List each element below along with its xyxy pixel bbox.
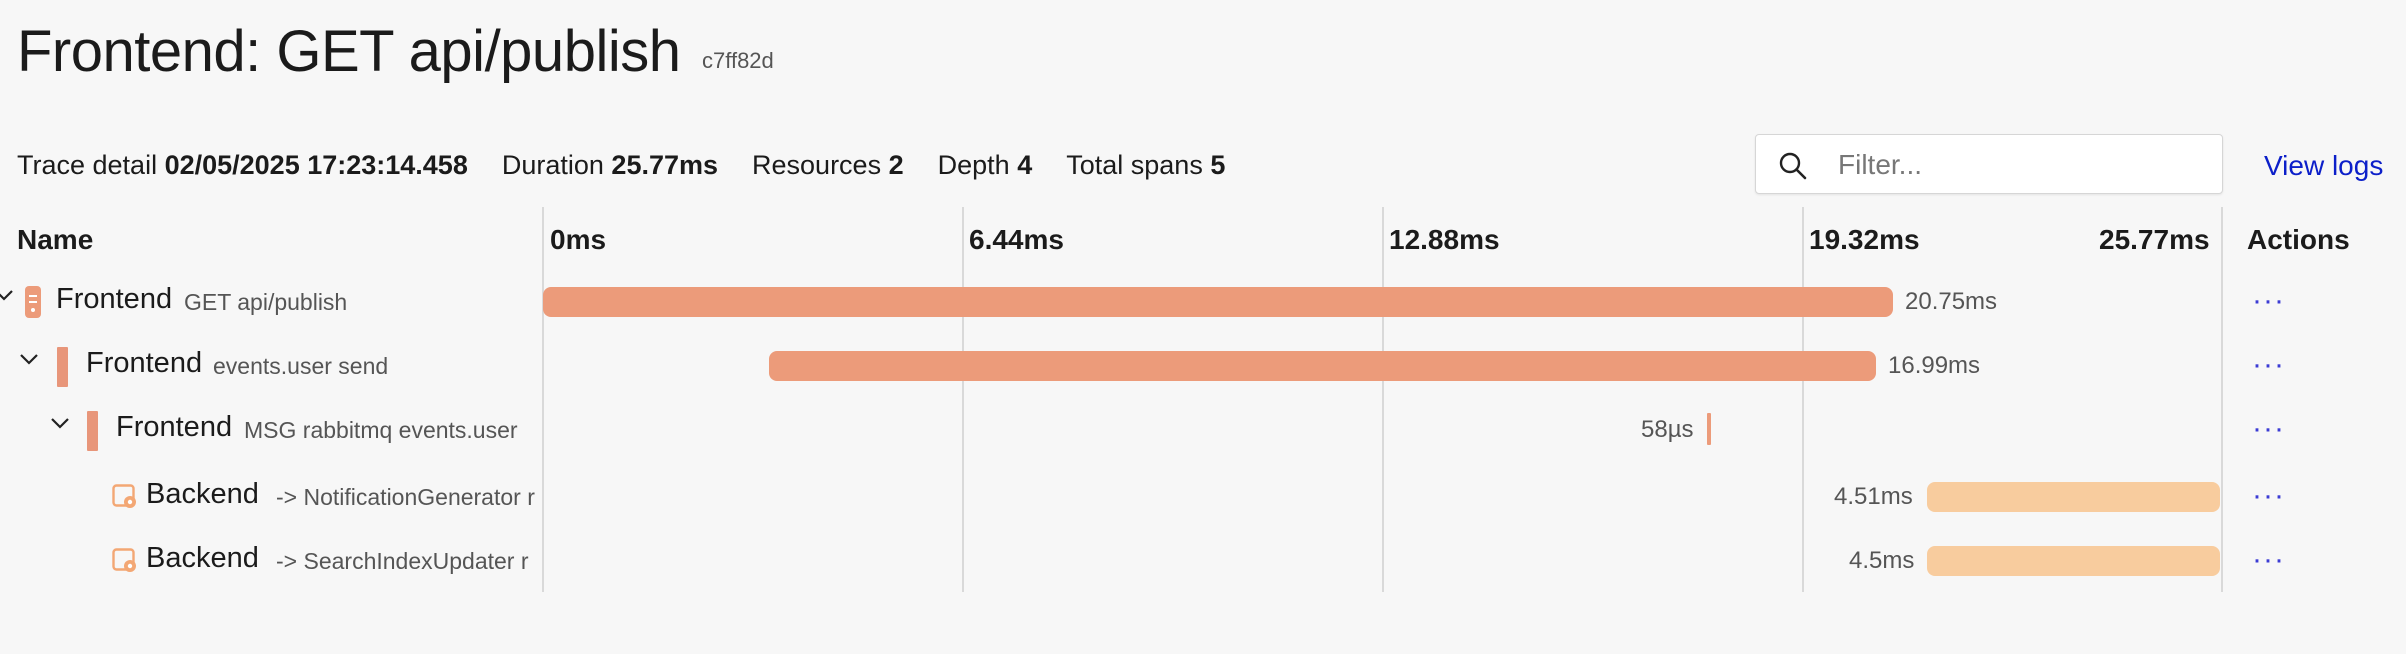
actions-column-header: Actions [2247, 224, 2350, 255]
span-actions-button[interactable]: ··· [2252, 479, 2285, 512]
total-spans: Total spans 5 [1066, 150, 1226, 180]
span-bar[interactable] [1707, 413, 1711, 445]
duration: Duration 25.77ms [501, 150, 719, 180]
span-row[interactable]: Frontend GET api/publish 20.75ms ··· [0, 271, 2406, 335]
filter-input[interactable] [1836, 145, 2210, 185]
span-duration: 16.99ms [1888, 352, 1981, 379]
span-duration: 4.51ms [1834, 483, 1913, 510]
service-name: Frontend [56, 283, 173, 315]
resource-color-bar [87, 411, 98, 451]
span-bar[interactable] [769, 351, 1876, 381]
resources: Resources 2 [752, 150, 904, 180]
server-icon [25, 286, 41, 318]
span-duration: 4.5ms [1849, 547, 1915, 574]
grid-line [962, 207, 964, 592]
span-duration: 20.75ms [1905, 288, 1998, 315]
span-row[interactable]: Backend -> NotificationGenerator r 4.51m… [0, 466, 2406, 530]
trace-id: c7ff82d [702, 48, 774, 73]
chevron-down-icon[interactable] [17, 347, 41, 371]
filter-box[interactable] [1755, 134, 2223, 194]
span-actions-button[interactable]: ··· [2252, 348, 2285, 381]
span-actions-button[interactable]: ··· [2252, 284, 2285, 317]
service-name: Backend [146, 542, 259, 574]
resource-color-bar [57, 347, 68, 387]
grid-line [2221, 207, 2223, 592]
grid-line [542, 207, 544, 592]
operation-name: GET api/publish [184, 289, 348, 315]
operation-name: -> SearchIndexUpdater r [276, 548, 529, 574]
tick-label: 6.44ms [969, 224, 1064, 255]
operation-name: -> NotificationGenerator r [276, 484, 535, 510]
service-name: Frontend [86, 347, 203, 379]
operation-name: events.user send [213, 353, 389, 379]
service-gear-icon [112, 484, 136, 508]
span-row[interactable]: Backend -> SearchIndexUpdater r 4.5ms ··… [0, 530, 2406, 594]
service-name: Frontend [116, 411, 233, 443]
page-title: Frontend: GET api/publish [17, 19, 681, 84]
chevron-down-icon[interactable] [0, 283, 16, 307]
tick-label: 19.32ms [1809, 224, 1920, 255]
trace-detail: Trace detail 02/05/2025 17:23:14.458 [17, 150, 468, 180]
tick-label: 0ms [550, 224, 607, 255]
depth: Depth 4 [937, 150, 1033, 180]
span-bar[interactable] [1927, 482, 2220, 512]
name-column-header[interactable]: Name [17, 224, 94, 255]
operation-name: MSG rabbitmq events.user [244, 417, 518, 443]
span-actions-button[interactable]: ··· [2252, 412, 2285, 445]
trace-summary: Trace detail 02/05/2025 17:23:14.458 Dur… [17, 150, 1225, 181]
span-duration: 58µs [1641, 416, 1694, 443]
grid-line [1802, 207, 1804, 592]
view-logs-link[interactable]: View logs [2264, 150, 2384, 181]
chevron-down-icon[interactable] [48, 411, 72, 435]
service-name: Backend [146, 478, 259, 510]
tick-label: 25.77ms [2099, 224, 2210, 255]
grid-line [1382, 207, 1384, 592]
search-icon [1779, 152, 1807, 180]
tick-label: 12.88ms [1389, 224, 1500, 255]
span-row[interactable]: Frontend events.user send 16.99ms ··· [0, 335, 2406, 399]
service-gear-icon [112, 548, 136, 572]
span-bar[interactable] [1927, 546, 2220, 576]
span-row[interactable]: Frontend MSG rabbitmq events.user 58µs ·… [0, 399, 2406, 463]
span-bar[interactable] [543, 287, 1893, 317]
span-actions-button[interactable]: ··· [2252, 543, 2285, 576]
